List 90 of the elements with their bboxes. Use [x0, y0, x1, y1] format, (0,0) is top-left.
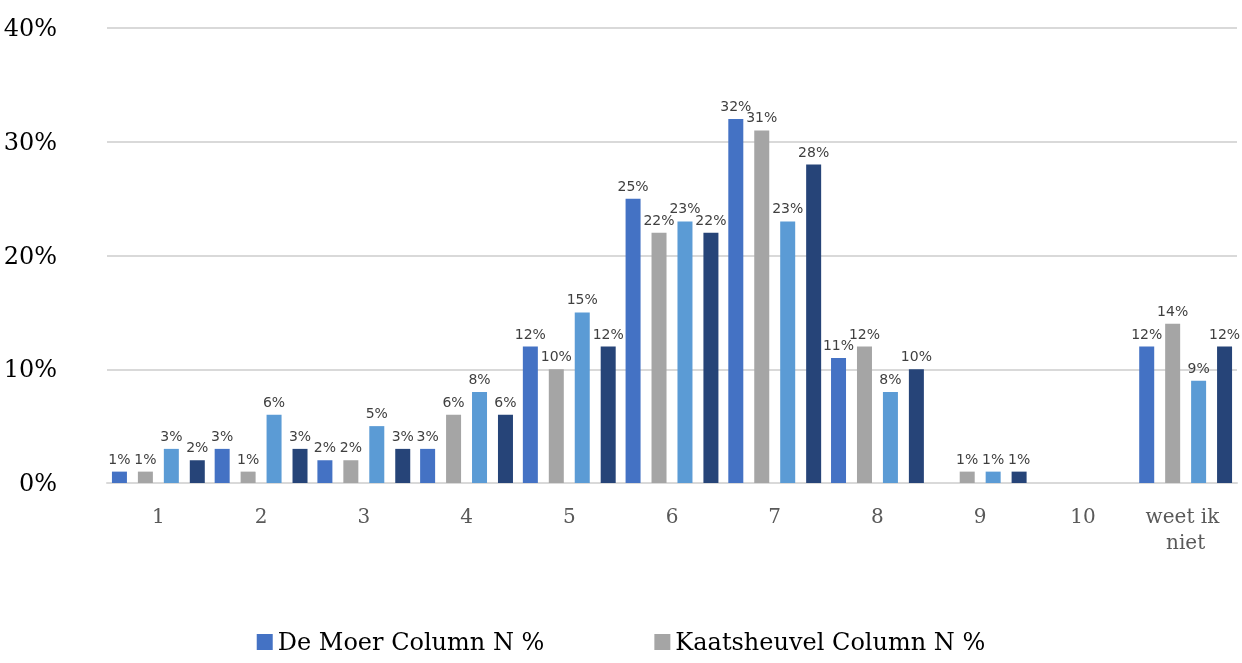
- legend-label: Kaatsheuvel Column N %: [675, 628, 986, 656]
- x-tick-label: 8: [871, 504, 884, 528]
- data-label: 28%: [798, 143, 830, 160]
- bar: [1139, 346, 1155, 483]
- data-label: 6%: [494, 393, 517, 410]
- data-label: 23%: [772, 200, 804, 217]
- bar: [343, 460, 359, 483]
- data-label: 6%: [262, 393, 286, 410]
- bar: [292, 448, 308, 483]
- bar: [574, 312, 590, 483]
- x-tick-label: 4: [460, 504, 473, 528]
- bar: [959, 471, 975, 483]
- data-label: 12%: [592, 325, 624, 342]
- bar: [856, 346, 872, 483]
- bar: [497, 414, 513, 483]
- y-tick-label: 0%: [18, 469, 57, 497]
- bar: [1217, 346, 1233, 483]
- bar: [111, 471, 127, 483]
- x-tick-label: 3: [357, 504, 371, 528]
- data-label: 12%: [1131, 325, 1163, 342]
- bar: [446, 414, 462, 483]
- bar: [163, 448, 179, 483]
- data-label: 9%: [1187, 359, 1210, 376]
- data-label: 1%: [108, 450, 131, 467]
- bar: [1191, 380, 1207, 483]
- data-label: 3%: [211, 427, 234, 444]
- data-label: 1%: [956, 450, 979, 467]
- bar: [1165, 323, 1181, 483]
- data-label: 25%: [617, 177, 649, 194]
- bar: [369, 426, 385, 483]
- bar: [317, 460, 333, 483]
- x-tick-label: weet ik niet: [1145, 504, 1226, 554]
- y-tick-label: 40%: [3, 14, 57, 42]
- bar: [728, 119, 744, 483]
- data-label: 3%: [160, 427, 183, 444]
- data-label: 8%: [879, 371, 902, 387]
- x-tick-label: 2: [254, 504, 268, 528]
- bar: [472, 392, 488, 483]
- y-tick-label: 10%: [3, 355, 57, 384]
- legend-label: De Moer Column N %: [277, 628, 545, 656]
- data-label: 14%: [1157, 302, 1189, 319]
- bar: [522, 346, 538, 483]
- bar: [600, 346, 616, 483]
- bar: [420, 448, 436, 483]
- bar: [137, 471, 153, 483]
- x-tick-label: 5: [562, 504, 576, 528]
- bar: [677, 221, 693, 483]
- bar: [806, 164, 822, 483]
- data-label: 2%: [313, 439, 336, 456]
- data-label: 1%: [1008, 450, 1031, 467]
- x-tick-label: 9: [973, 504, 987, 528]
- bar: [548, 369, 564, 483]
- y-tick-label: 30%: [3, 127, 57, 156]
- bar: [831, 357, 847, 483]
- data-label: 2%: [186, 439, 209, 456]
- data-label: 1%: [237, 450, 260, 467]
- bar: [214, 448, 230, 483]
- data-label: 2%: [339, 439, 362, 456]
- bar: [985, 471, 1001, 483]
- bar: [189, 460, 205, 483]
- data-label: 10%: [540, 348, 572, 365]
- data-label: 3%: [416, 427, 439, 444]
- data-label: 3%: [288, 427, 312, 444]
- data-label: 5%: [365, 405, 388, 422]
- x-tick-label: 7: [768, 504, 782, 528]
- data-label: 32%: [720, 98, 752, 114]
- bar: [754, 130, 770, 483]
- bar: [625, 198, 641, 483]
- data-label: 10%: [900, 348, 932, 365]
- x-tick-label: 10: [1070, 504, 1096, 528]
- bar: [780, 221, 796, 483]
- bar: [882, 392, 898, 483]
- data-label: 3%: [391, 427, 414, 444]
- x-tick-label: 6: [665, 504, 679, 528]
- bar: [266, 414, 282, 483]
- bar: [240, 471, 256, 483]
- bar: [1011, 471, 1027, 483]
- bar: [395, 448, 411, 483]
- bar: [651, 232, 667, 483]
- data-label: 1%: [134, 450, 157, 467]
- y-tick-label: 20%: [3, 241, 57, 270]
- bar: [703, 232, 719, 483]
- data-label: 12%: [514, 325, 546, 342]
- x-tick-label: 1: [152, 504, 165, 528]
- data-label: 6%: [442, 393, 465, 410]
- bar: [908, 369, 924, 483]
- data-label: 15%: [566, 291, 598, 308]
- data-label: 12%: [1209, 325, 1241, 342]
- data-label: 1%: [982, 450, 1005, 467]
- data-label: 8%: [468, 371, 491, 387]
